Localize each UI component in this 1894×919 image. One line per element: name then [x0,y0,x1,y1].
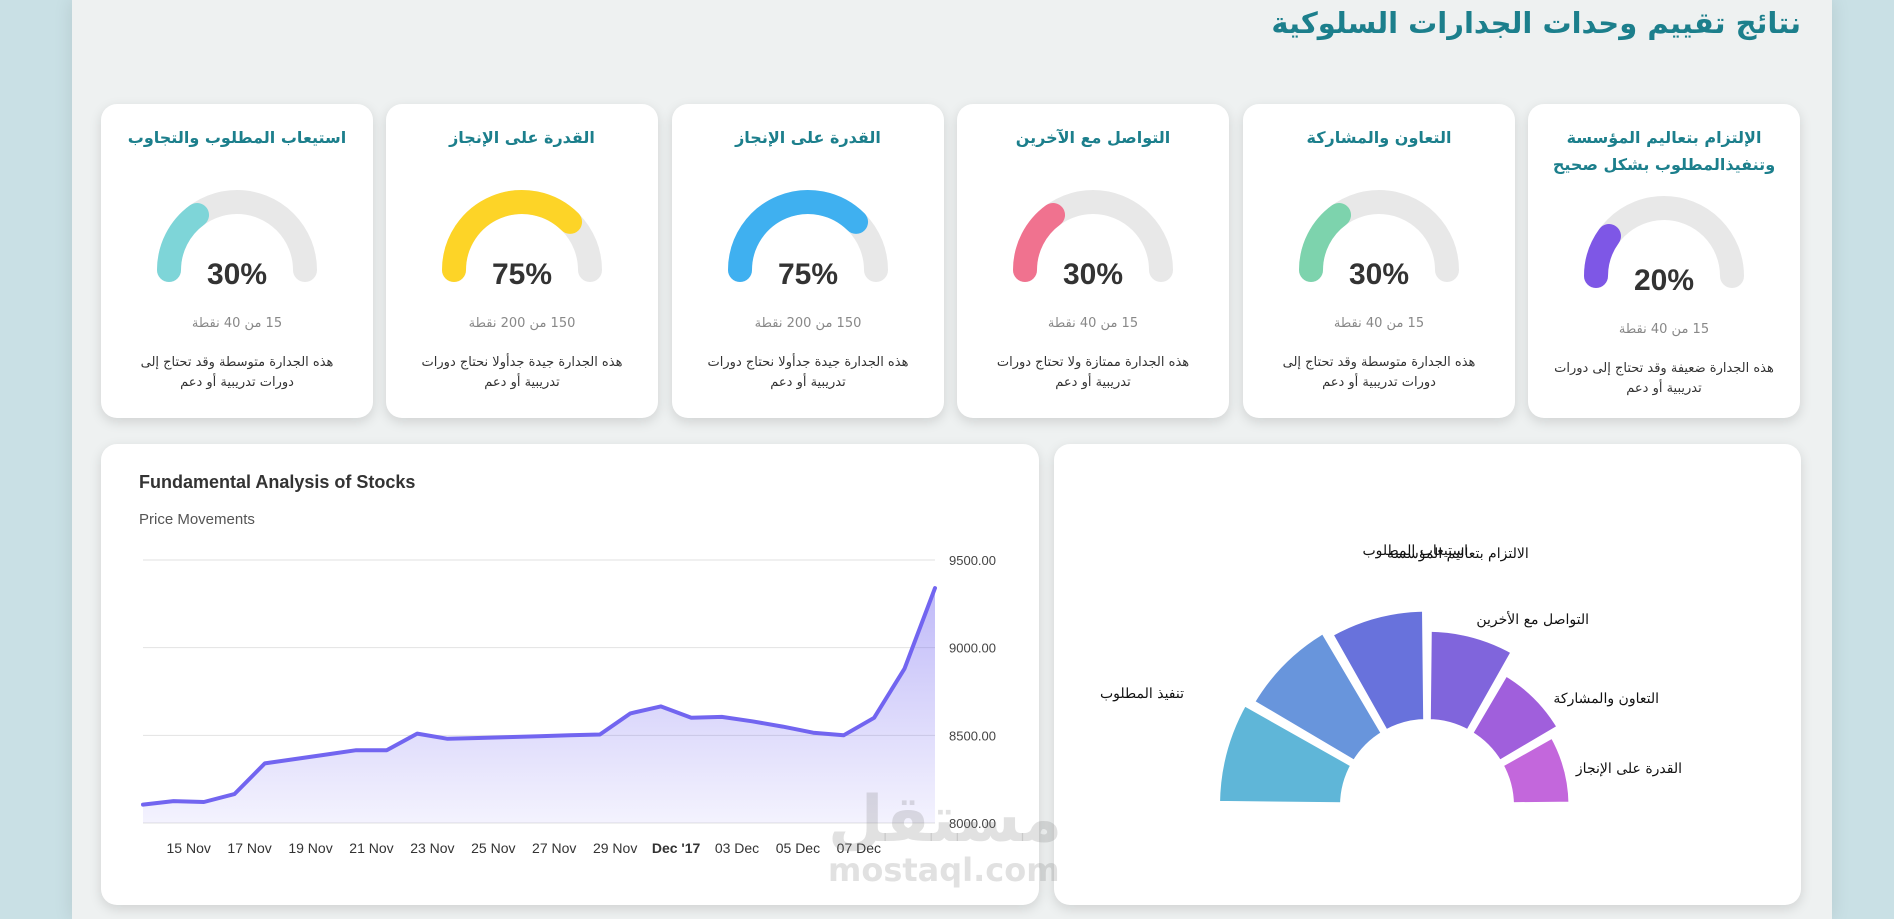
gauge-points: 15 من 40 نقطة [191,316,283,331]
card-title: التواصل مع الآخرين [1015,128,1171,147]
card-title: القدرة على الإنجاز [449,128,595,147]
card-title: الإلتزام بتعاليم المؤسسة وتنفيذالمطلوب ب… [1552,128,1776,174]
x-tick-label: 15 Nov [167,840,211,856]
gauge-percent: 75% [777,258,839,291]
radial-label: تنفيذ المطلوب [1100,686,1184,702]
card-description: هذه الجدارة متوسطة وقد تحتاج إلى دورات ت… [140,355,334,390]
gauge-fill [1013,202,1066,282]
card-description: هذه الجدارة ضعيفة وقد تحتاج إلى دورات تد… [1554,361,1774,396]
competency-card: استيعاب المطلوب والتجاوب 30% 15 من 40 نقطة… [101,104,373,418]
radial-label: استيعاب المطلوب [1363,543,1469,559]
gauge-fill [157,202,210,282]
gauge-fill [728,190,869,282]
gauge-fill [1299,202,1352,282]
gauge-points: 15 من 40 نقطة [1333,316,1425,331]
gauge [1584,196,1744,288]
gauge [1013,190,1173,282]
x-tick-label: 29 Nov [593,840,637,856]
radial-label: التواصل مع الأخرين [1476,610,1589,628]
gauge [1299,190,1459,282]
gauge-percent: 20% [1633,264,1695,297]
card-description: هذه الجدارة جيدة جدأولا نحتاج دورات تدري… [707,355,909,390]
gauge-percent: 30% [1062,258,1124,291]
competency-card: التعاون والمشاركة 30% 15 من 40 نقطة هذه الج… [1243,104,1515,418]
radial-label: القدرة على الإنجاز [1575,761,1682,777]
y-tick-label: 9500.00 [949,553,996,568]
gauge-points: 15 من 40 نقطة [1047,316,1139,331]
x-tick-label: 21 Nov [349,840,393,856]
y-tick-label: 8000.00 [949,816,996,831]
card-title: استيعاب المطلوب والتجاوب [127,128,347,147]
radial-label: التعاون والمشاركة [1553,691,1659,707]
x-tick-label: 05 Dec [776,840,820,856]
y-tick-label: 9000.00 [949,641,996,656]
x-tick-label: Dec '17 [652,840,701,856]
page-title: نتائج تقييم وحدات الجدارات السلوكية [1271,6,1801,40]
stock-chart-card: Fundamental Analysis of Stocks Price Mov… [101,444,1039,905]
x-tick-label: 23 Nov [410,840,454,856]
radial-bar [1327,605,1430,736]
gauge-points: 150 من 200 نقطة [754,316,862,331]
x-tick-label: 19 Nov [288,840,332,856]
competency-card: الإلتزام بتعاليم المؤسسة وتنفيذالمطلوب ب… [1528,104,1800,418]
gauge-points: 150 من 200 نقطة [468,316,576,331]
radial-bar [1424,625,1518,736]
card-description: هذه الجدارة ممتازة ولا تحتاج دورات تدريب… [996,355,1190,390]
price-area [143,588,935,823]
card-title: القدرة على الإنجاز [735,128,881,147]
x-tick-label: 27 Nov [532,840,576,856]
x-tick-label: 03 Dec [715,840,759,856]
radial-chart-card: تنفيذ المطلوب الالتزام بتعاليم المؤسسة است… [1054,444,1801,905]
stock-chart-title: Fundamental Analysis of Stocks [139,472,416,492]
x-tick-label: 17 Nov [227,840,271,856]
radial-bar [1248,627,1388,767]
stock-chart-subtitle: Price Movements [139,511,255,528]
radial-label: الالتزام بتعاليم المؤسسة [1387,546,1529,562]
competency-card: القدرة على الإنجاز 75% 150 من 200 نقطة هذه … [672,104,944,418]
gauge-percent: 75% [491,258,553,291]
gauge-percent: 30% [206,258,268,291]
radial-bar [1497,732,1575,809]
gauge [728,190,888,282]
gauge [157,190,317,282]
competency-card: التواصل مع الآخرين 30% 15 من 40 نقطة هذه ال… [957,104,1229,418]
gauge-fill [442,190,583,282]
gauge-points: 15 من 40 نقطة [1618,322,1710,337]
card-description: هذه الجدارة متوسطة وقد تحتاج إلى دورات ت… [1282,355,1476,390]
card-title: التعاون والمشاركة [1306,128,1452,147]
y-tick-label: 8500.00 [949,728,996,743]
card-description: هذه الجدارة جيدة جدأولا نحتاج دورات تدري… [421,355,623,390]
gauge [442,190,602,282]
stock-chart[interactable]: 8000.00 8500.00 9000.00 9500.00 15 Nov 17 Nov… [101,444,1039,905]
competency-card: القدرة على الإنجاز 75% 150 من 200 نقطة هذه … [386,104,658,418]
radial-bar [1214,699,1357,809]
radial-chart[interactable]: تنفيذ المطلوب الالتزام بتعاليم المؤسسةاست… [1054,444,1801,905]
x-tick-label: 25 Nov [471,840,515,856]
gauge-fill [1584,224,1621,288]
gauge-percent: 30% [1348,258,1410,291]
x-tick-label: 07 Dec [837,840,881,856]
